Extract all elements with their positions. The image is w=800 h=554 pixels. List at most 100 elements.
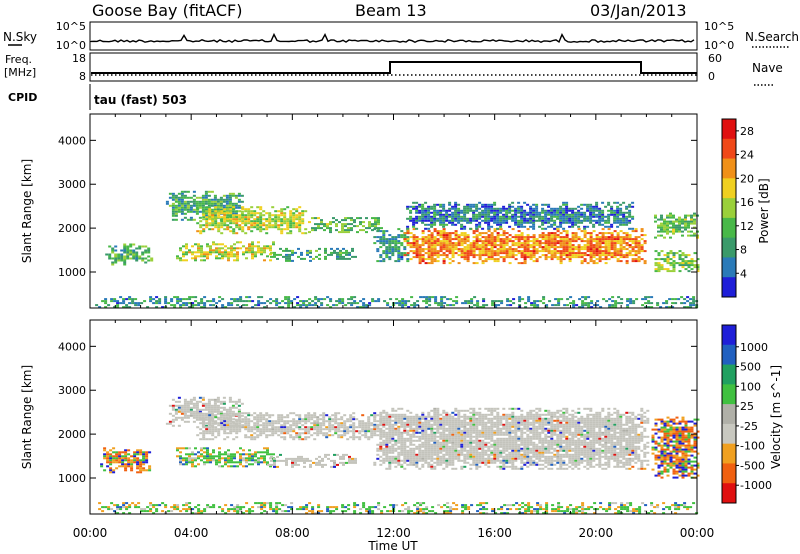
echo-cell: [217, 230, 221, 233]
echo-cell: [544, 250, 548, 253]
echo-cell: [565, 246, 569, 249]
echo-cell: [595, 244, 599, 247]
echo-cell: [499, 211, 503, 214]
echo-cell: [176, 298, 180, 301]
echo-cell: [424, 262, 428, 265]
echo-cell: [123, 247, 127, 250]
echo-cell: [550, 246, 554, 249]
echo-cell: [206, 449, 209, 452]
echo-cell: [584, 296, 588, 299]
echo-cell: [139, 459, 143, 462]
echo-cell: [285, 257, 288, 260]
echo-cell: [604, 246, 608, 249]
echo-cell: [238, 220, 242, 223]
echo-cell: [225, 196, 229, 199]
echo-cell: [367, 438, 371, 441]
echo-cell: [589, 236, 593, 239]
echo-cell: [640, 246, 644, 249]
echo-cell: [207, 190, 211, 193]
echo-cell: [224, 459, 227, 462]
echo-cell: [445, 209, 449, 212]
echo-cell: [397, 242, 401, 245]
echo-cell: [508, 217, 512, 220]
echo-cell: [487, 225, 491, 228]
echo-cell: [195, 414, 199, 417]
echo-cell: [391, 445, 395, 448]
echo-cell: [559, 258, 563, 261]
echo-cell: [219, 198, 223, 201]
echo-cell: [271, 434, 275, 437]
echo-cell: [233, 255, 236, 258]
echo-cell: [460, 252, 464, 255]
echo-cell: [610, 242, 614, 245]
echo-cell: [336, 453, 339, 456]
echo-cell: [572, 304, 576, 307]
echo-cell: [484, 260, 488, 263]
echo-cell: [421, 449, 425, 452]
echo-cell: [180, 406, 184, 409]
echo-cell: [654, 268, 658, 271]
echo-cell: [358, 436, 362, 439]
echo-cell: [424, 417, 428, 420]
echo-cell: [114, 253, 118, 256]
echo-cell: [307, 412, 311, 415]
echo-cell: [144, 251, 148, 254]
echo-cell: [669, 252, 673, 255]
power-echo-cells: [95, 190, 700, 309]
echo-cell: [192, 194, 196, 197]
echo-cell: [345, 453, 348, 456]
echo-cell: [421, 217, 425, 220]
echo-cell: [213, 402, 217, 405]
echo-cell: [291, 461, 294, 464]
echo-cell: [544, 215, 548, 218]
echo-cell: [520, 205, 524, 208]
echo-cell: [574, 207, 578, 210]
echo-cell: [352, 426, 356, 429]
echo-cell: [448, 234, 452, 237]
echo-cell: [188, 453, 191, 456]
echo-cell: [529, 246, 533, 249]
echo-cell: [517, 205, 521, 208]
echo-cell: [288, 257, 291, 260]
echo-cell: [353, 219, 356, 222]
echo-cell: [136, 453, 140, 456]
echo-cell: [382, 453, 386, 456]
echo-cell: [349, 436, 353, 439]
echo-cell: [277, 228, 281, 231]
echo-cell: [687, 224, 690, 227]
echo-cell: [403, 254, 407, 257]
echo-cell: [436, 211, 440, 214]
echo-cell: [640, 258, 644, 261]
echo-cell: [577, 205, 581, 208]
echo-cell: [129, 251, 133, 254]
echo-cell: [687, 266, 691, 269]
echo-cell: [224, 463, 227, 466]
echo-cell: [126, 257, 130, 260]
echo-cell: [236, 304, 240, 307]
echo-cell: [445, 240, 449, 243]
echo-cell: [529, 205, 533, 208]
echo-cell: [280, 428, 284, 431]
echo-cell: [397, 447, 401, 450]
echo-cell: [490, 238, 494, 241]
echo-cell: [553, 221, 557, 224]
echo-cell: [559, 211, 563, 214]
echo-cell: [613, 217, 617, 220]
echo-cell: [311, 304, 315, 307]
echo-cell: [295, 226, 299, 229]
echo-cell: [219, 416, 223, 419]
echo-cell: [316, 418, 320, 421]
echo-cell: [257, 300, 261, 303]
echo-cell: [265, 428, 269, 431]
echo-cell: [403, 234, 407, 237]
echo-cell: [149, 300, 153, 303]
echo-cell: [583, 215, 587, 218]
echo-cell: [300, 253, 303, 256]
echo-cell: [177, 424, 181, 427]
echo-cell: [478, 221, 482, 224]
echo-cell: [134, 302, 138, 305]
echo-cell: [499, 252, 503, 255]
echo-cell: [132, 253, 136, 256]
echo-cell: [195, 416, 199, 419]
echo-cell: [397, 433, 401, 436]
